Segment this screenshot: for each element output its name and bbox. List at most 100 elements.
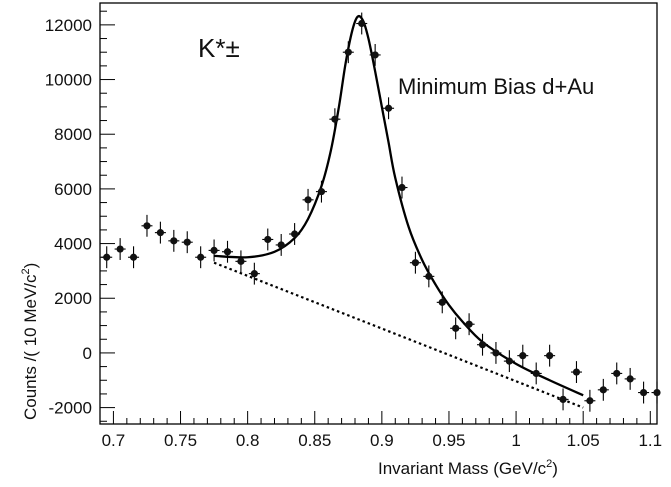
data-point (423, 265, 435, 288)
data-point (329, 108, 341, 131)
point-marker (653, 388, 661, 397)
data-point (597, 378, 609, 401)
data-point (369, 44, 381, 66)
background-layer (213, 261, 584, 409)
data-point (275, 234, 287, 256)
data-point (436, 291, 448, 314)
data-point (383, 97, 395, 120)
point-marker (116, 245, 124, 253)
point-marker (358, 19, 366, 28)
point-marker (572, 368, 581, 376)
point-marker (478, 341, 487, 349)
data-point (289, 223, 301, 245)
point-marker (465, 320, 473, 328)
point-marker (250, 270, 258, 278)
data-point (208, 239, 220, 262)
data-point (302, 188, 314, 211)
data-point (450, 317, 462, 340)
point-marker (384, 104, 393, 112)
x-axis-title-sup: 2 (546, 458, 552, 470)
y-axis: -2000 0 2000 4000 6000 8000 10000 12000 (45, 10, 115, 422)
point-marker (519, 352, 527, 360)
point-marker (546, 352, 554, 360)
point-marker (411, 259, 420, 267)
y-tick-label: 12000 (45, 16, 92, 35)
data-point (517, 344, 529, 367)
point-marker (425, 272, 433, 280)
point-marker (210, 246, 218, 255)
y-tick-label: 6000 (54, 180, 92, 199)
y-axis-title-main: Counts /( 10 MeV/c (21, 274, 40, 420)
point-marker (317, 188, 326, 196)
data-point (114, 238, 126, 260)
y-axis-title-sup: 2 (20, 268, 32, 274)
point-marker (559, 395, 567, 403)
point-marker (452, 324, 460, 332)
point-marker (492, 349, 500, 357)
y-tick-label: 10000 (45, 71, 92, 90)
data-point (235, 250, 247, 273)
data-point (651, 381, 661, 404)
point-marker (626, 375, 634, 383)
data-point (584, 389, 596, 412)
point-marker (170, 237, 178, 245)
point-marker (129, 253, 138, 261)
point-marker (103, 253, 111, 261)
y-axis-title: Counts /( 10 MeV/c2) (20, 263, 40, 420)
data-point (141, 214, 153, 237)
y-tick-label: 8000 (54, 125, 92, 144)
point-marker (143, 222, 151, 230)
x-axis-title-main: Invariant Mass (GeV/c (378, 459, 547, 478)
point-marker (237, 257, 245, 265)
point-marker (197, 253, 205, 261)
data-point (463, 313, 475, 336)
data-point (342, 41, 354, 64)
point-marker (586, 397, 594, 405)
data-points (101, 12, 661, 412)
y-tick-label: -2000 (49, 399, 92, 418)
plot-frame (99, 2, 658, 425)
point-marker (371, 51, 379, 59)
particle-label: K*± (198, 33, 240, 63)
point-marker (613, 369, 621, 378)
x-tick-label: 1 (511, 431, 520, 450)
y-tick-label: 0 (83, 344, 92, 363)
data-point (262, 228, 274, 251)
plot-area-border (99, 2, 658, 425)
data-point (195, 246, 207, 269)
point-marker (183, 238, 191, 246)
data-point (544, 344, 556, 367)
point-marker (156, 229, 164, 237)
point-marker (277, 241, 285, 249)
x-tick-label: 0.85 (298, 431, 331, 450)
data-point (168, 229, 180, 252)
y-tick-label: 2000 (54, 289, 92, 308)
data-point (128, 246, 140, 269)
x-tick-label: 0.75 (164, 431, 197, 450)
data-point (222, 240, 234, 263)
x-axis: 0.7 0.75 0.8 0.85 0.9 0.95 1 1.05 1.1 (99, 411, 662, 450)
data-point (570, 361, 582, 383)
point-marker (532, 369, 540, 378)
point-marker (398, 183, 406, 192)
data-point (503, 350, 515, 373)
dataset-label: Minimum Bias d+Au (398, 74, 594, 99)
x-tick-label: 0.8 (236, 431, 260, 450)
data-point (396, 176, 408, 199)
point-marker (505, 357, 513, 365)
data-point (477, 333, 489, 356)
data-point (611, 362, 623, 385)
y-axis-title-tail: ) (21, 263, 40, 269)
point-marker (264, 235, 272, 244)
data-point (101, 246, 113, 269)
data-point (638, 381, 650, 404)
data-point (557, 388, 569, 411)
point-marker (639, 388, 648, 397)
data-point (248, 262, 260, 285)
x-tick-label: 0.9 (370, 431, 394, 450)
point-marker (438, 298, 446, 306)
x-tick-label: 0.7 (102, 431, 126, 450)
point-marker (331, 115, 339, 123)
data-point (624, 367, 636, 390)
